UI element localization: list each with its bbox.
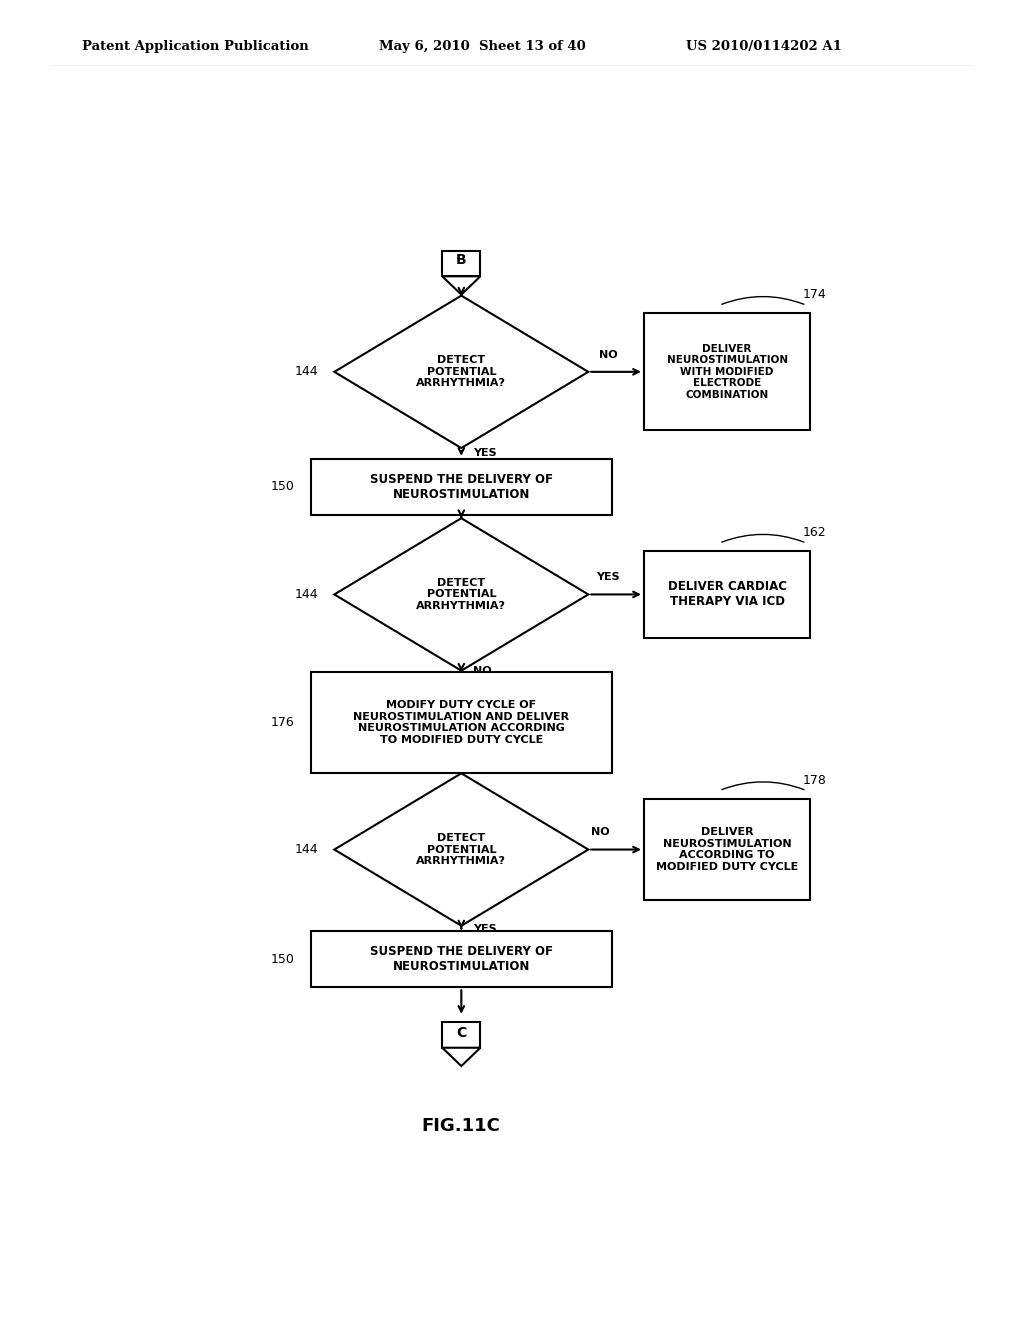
Text: Patent Application Publication: Patent Application Publication xyxy=(82,40,308,53)
FancyBboxPatch shape xyxy=(442,251,480,276)
Text: 176: 176 xyxy=(271,715,295,729)
FancyBboxPatch shape xyxy=(442,1022,480,1048)
FancyBboxPatch shape xyxy=(644,313,811,430)
Text: DELIVER
NEUROSTIMULATION
ACCORDING TO
MODIFIED DUTY CYCLE: DELIVER NEUROSTIMULATION ACCORDING TO MO… xyxy=(656,828,799,873)
Text: YES: YES xyxy=(473,449,497,458)
Text: MODIFY DUTY CYCLE OF
NEUROSTIMULATION AND DELIVER
NEUROSTIMULATION ACCORDING
TO : MODIFY DUTY CYCLE OF NEUROSTIMULATION AN… xyxy=(353,700,569,744)
FancyBboxPatch shape xyxy=(310,672,612,774)
Text: SUSPEND THE DELIVERY OF
NEUROSTIMULATION: SUSPEND THE DELIVERY OF NEUROSTIMULATION xyxy=(370,945,553,973)
Polygon shape xyxy=(334,519,588,671)
Text: DETECT
POTENTIAL
ARRHYTHMIA?: DETECT POTENTIAL ARRHYTHMIA? xyxy=(417,578,506,611)
FancyBboxPatch shape xyxy=(644,552,811,638)
Text: FIG.11C: FIG.11C xyxy=(422,1117,501,1135)
Text: 150: 150 xyxy=(270,480,295,494)
Text: 162: 162 xyxy=(803,527,826,539)
Text: 174: 174 xyxy=(803,288,826,301)
Text: YES: YES xyxy=(473,924,497,933)
Text: NO: NO xyxy=(591,828,609,837)
Text: DETECT
POTENTIAL
ARRHYTHMIA?: DETECT POTENTIAL ARRHYTHMIA? xyxy=(417,355,506,388)
Polygon shape xyxy=(334,296,588,447)
Text: DETECT
POTENTIAL
ARRHYTHMIA?: DETECT POTENTIAL ARRHYTHMIA? xyxy=(417,833,506,866)
Text: B: B xyxy=(456,252,467,267)
Text: May 6, 2010  Sheet 13 of 40: May 6, 2010 Sheet 13 of 40 xyxy=(379,40,586,53)
Text: NO: NO xyxy=(473,667,492,676)
Text: 150: 150 xyxy=(270,953,295,966)
Polygon shape xyxy=(442,1048,480,1067)
Text: 144: 144 xyxy=(295,366,318,379)
Polygon shape xyxy=(334,774,588,925)
Text: C: C xyxy=(456,1026,467,1040)
Text: US 2010/0114202 A1: US 2010/0114202 A1 xyxy=(686,40,842,53)
Text: 178: 178 xyxy=(803,774,826,787)
FancyBboxPatch shape xyxy=(310,932,612,987)
Text: NO: NO xyxy=(599,350,617,359)
FancyBboxPatch shape xyxy=(310,459,612,515)
FancyBboxPatch shape xyxy=(644,799,811,900)
Text: 144: 144 xyxy=(295,587,318,601)
Polygon shape xyxy=(442,276,480,294)
Text: SUSPEND THE DELIVERY OF
NEUROSTIMULATION: SUSPEND THE DELIVERY OF NEUROSTIMULATION xyxy=(370,473,553,500)
Text: YES: YES xyxy=(596,573,620,582)
Text: DELIVER CARDIAC
THERAPY VIA ICD: DELIVER CARDIAC THERAPY VIA ICD xyxy=(668,581,786,609)
Text: DELIVER
NEUROSTIMULATION
WITH MODIFIED
ELECTRODE
COMBINATION: DELIVER NEUROSTIMULATION WITH MODIFIED E… xyxy=(667,343,787,400)
Text: 144: 144 xyxy=(295,843,318,857)
